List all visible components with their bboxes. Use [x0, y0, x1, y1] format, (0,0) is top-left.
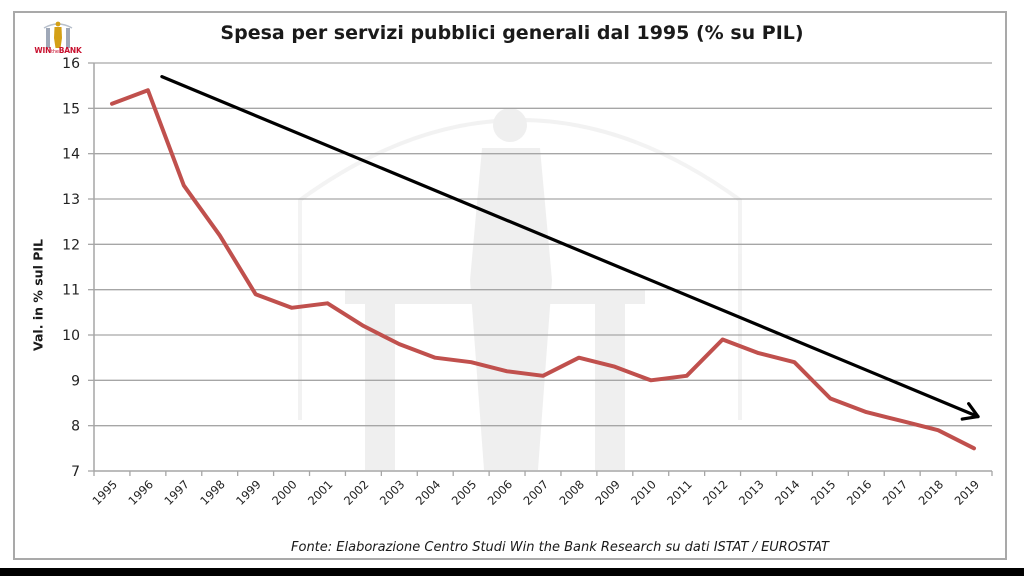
x-tick-label: 2001: [305, 477, 336, 508]
x-tick-label: 2002: [341, 477, 372, 508]
x-tick-label: 1999: [233, 477, 264, 508]
y-tick-label: 10: [62, 328, 80, 344]
x-tick-label: 2013: [736, 477, 767, 508]
y-tick-label: 9: [71, 373, 80, 389]
x-tick-label: 2011: [664, 477, 695, 508]
x-tick-label: 2014: [772, 477, 803, 508]
trend-arrow-head: [960, 402, 980, 421]
logo-pillar-left: [46, 28, 50, 48]
trend-arrow-line: [160, 74, 980, 419]
y-tick-label: 7: [71, 464, 80, 480]
x-tick-label: 1996: [125, 477, 156, 508]
x-tick-label: 2008: [556, 477, 587, 508]
series-group: [110, 88, 976, 451]
x-tick-label: 2019: [952, 477, 983, 508]
annotations: [160, 74, 980, 421]
x-tick-label: 2000: [269, 477, 300, 508]
chart-frame: [13, 11, 1007, 560]
axes: [88, 62, 993, 476]
watermark-arch: [298, 118, 742, 420]
y-tick-label: 15: [62, 101, 80, 117]
gridlines: [94, 62, 992, 427]
series-line: [110, 88, 976, 451]
x-tick-label: 2007: [521, 477, 552, 508]
x-tick-labels: 1995 1996 1997 1998 1999 2000 2001 2002 2003 2004…: [89, 477, 982, 508]
watermark: [298, 108, 742, 470]
logo-text: WINtheBANK: [34, 46, 82, 55]
y-tick-labels: 7 8 9 10 11 12 13 14 15 16: [62, 56, 80, 480]
x-tick-label: 1998: [197, 477, 228, 508]
x-tick-label: 2015: [808, 477, 839, 508]
y-tick-label: 12: [62, 237, 80, 253]
chart-title: Spesa per servizi pubblici generali dal …: [220, 22, 804, 44]
x-tick-label: 2012: [700, 477, 731, 508]
watermark-pillar-right: [595, 300, 625, 470]
watermark-figure-body: [470, 148, 552, 470]
logo-figure-head: [55, 21, 61, 27]
x-tick-label: 2004: [413, 477, 444, 508]
y-tick-label: 14: [62, 147, 80, 163]
x-tick-label: 2010: [628, 477, 659, 508]
y-tick-label: 13: [62, 192, 80, 208]
watermark-lintel: [345, 290, 645, 304]
x-tick-label: 2005: [449, 477, 480, 508]
x-tick-label: 1995: [89, 477, 120, 508]
logo-pillar-right: [66, 28, 70, 48]
bottom-bar: [0, 568, 1024, 576]
watermark-figure-head: [493, 108, 527, 142]
y-tick-label: 11: [62, 283, 80, 299]
win-the-bank-logo: [43, 21, 73, 48]
x-tick-label: 2018: [916, 477, 947, 508]
y-tick-label: 8: [71, 419, 80, 435]
x-tick-label: 2003: [377, 477, 408, 508]
x-tick-label: 2006: [485, 477, 516, 508]
x-tick-label: 2017: [880, 477, 911, 508]
logo-figure-body: [54, 27, 62, 48]
watermark-pillar-left: [365, 300, 395, 470]
y-tick-label: 16: [62, 56, 80, 72]
x-tick-label: 2016: [844, 477, 875, 508]
x-tick-label: 2009: [592, 477, 623, 508]
source-note: Fonte: Elaborazione Centro Studi Win the…: [291, 540, 829, 555]
x-tick-label: 1997: [161, 477, 192, 508]
